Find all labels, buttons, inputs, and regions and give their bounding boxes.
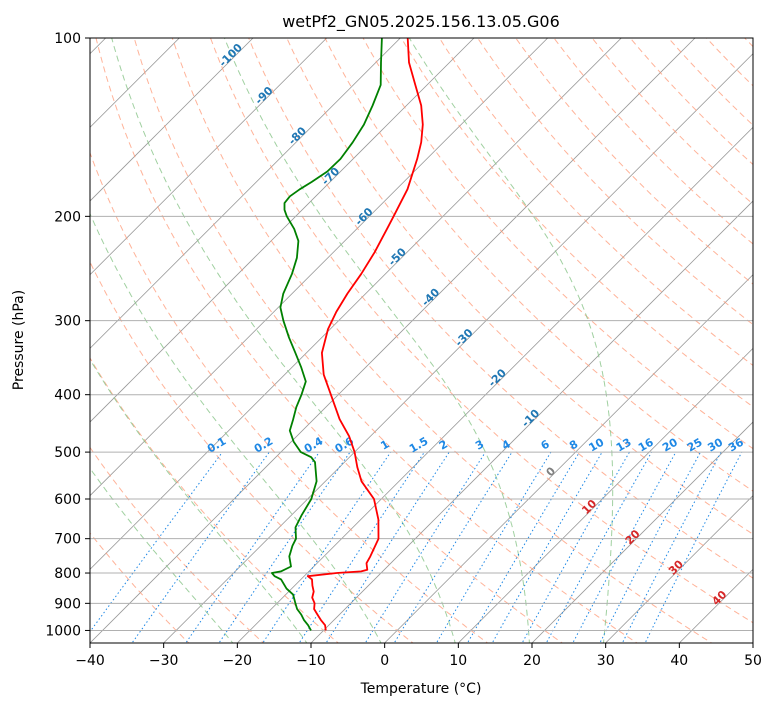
plot-frame bbox=[89, 37, 754, 644]
x-tick-label: −30 bbox=[149, 653, 179, 669]
x-tick-label: 40 bbox=[670, 653, 688, 669]
dry-adiabat-line bbox=[90, 260, 414, 643]
y-tick-label: 700 bbox=[54, 532, 81, 548]
isotherm-line bbox=[163, 53, 753, 643]
x-tick-label: 20 bbox=[523, 653, 541, 669]
isotherm-line bbox=[310, 200, 753, 643]
mixing-ratio-line bbox=[325, 451, 450, 643]
y-axis: 100 200 300 400 500 600 700 800 900 1000 bbox=[45, 31, 90, 639]
isotherm-line bbox=[457, 347, 753, 643]
x-tick-label: −40 bbox=[75, 653, 105, 669]
y-tick-label: 500 bbox=[54, 445, 81, 461]
isotherm-line bbox=[90, 38, 475, 423]
y-tick-label: 100 bbox=[54, 31, 81, 47]
temperature-profile-line bbox=[306, 38, 424, 631]
mixing-ratio-line bbox=[393, 451, 513, 643]
mixing-ratio-line bbox=[466, 451, 580, 643]
dewpoint-profile-line bbox=[271, 38, 383, 631]
isotherm-line bbox=[90, 38, 696, 643]
isotherm-line bbox=[90, 38, 549, 497]
y-tick-label: 400 bbox=[54, 388, 81, 404]
mixing-ratio-line bbox=[364, 451, 486, 643]
mixing-ratio-line bbox=[621, 451, 722, 643]
y-tick-label: 300 bbox=[54, 314, 81, 330]
isotherm-line bbox=[90, 38, 622, 570]
y-axis-title: Pressure (hPa) bbox=[11, 290, 27, 390]
y-tick-label: 800 bbox=[54, 566, 81, 582]
y-tick-label: 900 bbox=[54, 596, 81, 612]
mixing-ratio-line bbox=[599, 451, 701, 643]
isotherm-line bbox=[90, 38, 328, 276]
x-tick-label: 50 bbox=[744, 653, 762, 669]
isotherm-line bbox=[531, 421, 753, 643]
x-tick-label: 10 bbox=[449, 653, 467, 669]
mixing-ratio-line bbox=[185, 451, 320, 643]
dry-adiabat-line bbox=[515, 38, 753, 285]
isotherm-line bbox=[236, 126, 753, 643]
x-axis: −40 −30 −20 −10 0 10 20 30 40 50 bbox=[75, 643, 762, 669]
isotherm-line bbox=[605, 495, 753, 643]
profile-lines bbox=[271, 38, 424, 631]
mixing-ratio-line bbox=[572, 451, 677, 643]
x-tick-label: −20 bbox=[223, 653, 253, 669]
mixing-ratio-line bbox=[131, 451, 270, 643]
mixing-ratio-line bbox=[90, 451, 223, 633]
x-tick-label: −10 bbox=[296, 653, 326, 669]
mixing-ratio-line bbox=[298, 451, 425, 643]
plot-area bbox=[90, 38, 753, 643]
moist-adiabat-line bbox=[90, 212, 382, 643]
isotherm-line bbox=[384, 274, 753, 643]
y-tick-label: 600 bbox=[54, 492, 81, 508]
isotherm-line bbox=[90, 38, 401, 349]
mixing-ratio-line bbox=[218, 451, 351, 643]
y-tick-label: 200 bbox=[54, 209, 81, 225]
mixing-ratio-line bbox=[262, 451, 392, 643]
isotherm-line bbox=[90, 38, 254, 202]
x-axis-title: Temperature (°C) bbox=[360, 681, 482, 697]
dry-adiabat-line bbox=[90, 151, 489, 643]
y-tick-label: 1000 bbox=[45, 623, 81, 639]
isobar-gridlines bbox=[90, 38, 753, 631]
chart-title: wetPf2_GN05.2025.156.13.05.G06 bbox=[282, 12, 560, 32]
x-tick-label: 0 bbox=[380, 653, 389, 669]
x-tick-label: 30 bbox=[597, 653, 615, 669]
